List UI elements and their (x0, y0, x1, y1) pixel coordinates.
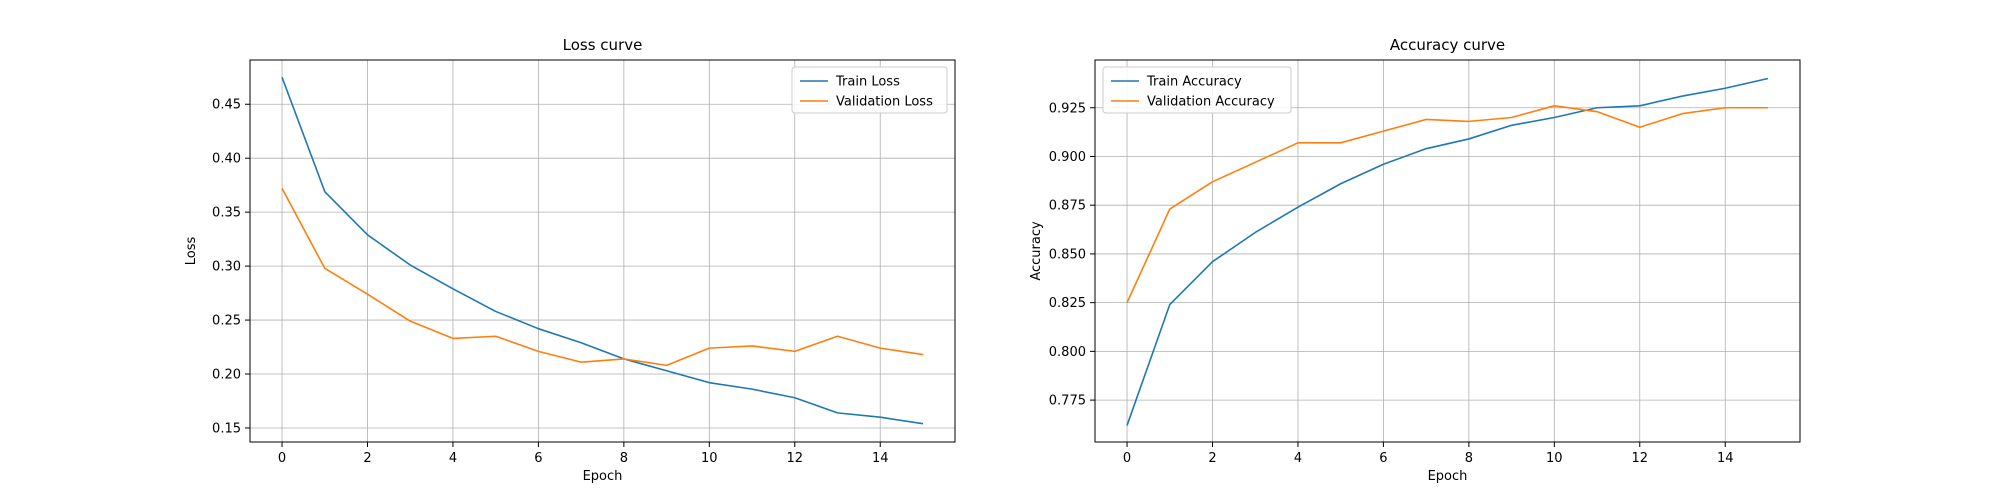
y-tick-label: 0.875 (1049, 199, 1086, 214)
y-tick-label: 0.925 (1049, 101, 1086, 116)
chart-panel-2: 0 2 4 6 8 10 12 14 0.775 0.800 0.825 0.850 0.875 0.90… (1029, 36, 1801, 484)
y-tick-label: 0.850 (1049, 247, 1086, 262)
x-tick-label: 8 (1465, 451, 1473, 466)
x-axis-label: Epoch (583, 469, 623, 484)
series-line-validation (1126, 105, 1768, 303)
x-tick-label: 14 (872, 451, 889, 466)
x-tick-label: 12 (786, 451, 803, 466)
y-tick-label: 0.20 (212, 368, 241, 383)
x-tick-label: 12 (1631, 451, 1648, 466)
x-tick-label: 10 (1546, 451, 1563, 466)
y-tick-label: 0.825 (1049, 296, 1086, 311)
x-tick-label: 2 (1208, 451, 1216, 466)
plot-frame (1094, 59, 1801, 443)
y-tick-label: 0.900 (1049, 150, 1086, 165)
legend-entry: Train Accuracy (1146, 75, 1242, 90)
x-tick-label: 2 (363, 451, 371, 466)
x-tick-label: 6 (1379, 451, 1387, 466)
x-tick-label: 6 (534, 451, 542, 466)
y-tick-label: 0.775 (1049, 394, 1086, 409)
series-line-validation (281, 188, 924, 367)
chart-title: Accuracy curve (1390, 36, 1505, 54)
series-line-train (1126, 77, 1769, 426)
y-tick-label: 0.15 (212, 421, 241, 436)
legend-entry: Train Loss (835, 75, 900, 90)
x-tick-label: 0 (1123, 451, 1131, 466)
y-axis-label: Loss (184, 237, 199, 266)
y-tick-label: 0.35 (212, 206, 241, 221)
chart-panel-1: 0 2 4 6 8 10 12 14 0.15 0.20 0.25 0.30 0.35 0.40 0.45 L… (184, 36, 956, 484)
x-tick-label: 8 (620, 451, 628, 466)
legend-box (1102, 66, 1292, 114)
legend-box (791, 66, 948, 114)
y-tick-label: 0.40 (212, 152, 241, 167)
x-axis-label: Epoch (1428, 469, 1468, 484)
series-line-train (281, 76, 924, 425)
x-tick-label: 10 (701, 451, 718, 466)
x-tick-label: 4 (1294, 451, 1302, 466)
y-tick-label: 0.25 (212, 314, 241, 329)
legend: Train Loss Validation Loss (791, 66, 948, 114)
legend: Train Accuracy Validation Accuracy (1102, 66, 1292, 114)
y-tick-label: 0.30 (212, 260, 241, 275)
legend-entry: Validation Loss (836, 95, 933, 110)
y-tick-label: 0.45 (212, 98, 241, 113)
legend-entry: Validation Accuracy (1147, 95, 1275, 110)
y-tick-label: 0.800 (1049, 345, 1086, 360)
plot-frame (249, 59, 956, 443)
chart-title: Loss curve (563, 36, 643, 54)
x-tick-label: 4 (449, 451, 457, 466)
x-tick-label: 14 (1717, 451, 1734, 466)
y-axis-label: Accuracy (1029, 221, 1044, 281)
x-tick-label: 0 (278, 451, 286, 466)
